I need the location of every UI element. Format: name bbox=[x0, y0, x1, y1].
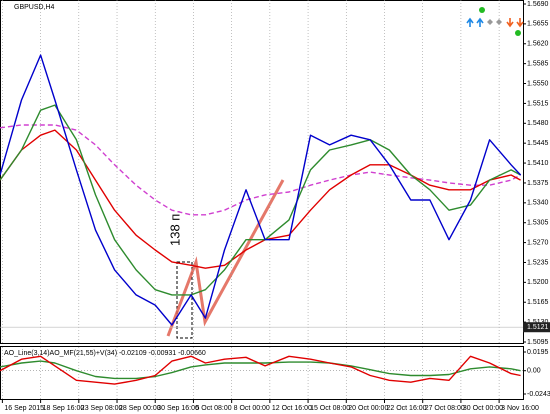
y-tick-label: 1.5095 bbox=[527, 339, 549, 346]
y-tick-label: 1.5375 bbox=[527, 180, 549, 187]
x-tick-label: 18 Sep 16:00 bbox=[43, 405, 85, 412]
y-tick-label: 1.5620 bbox=[527, 41, 549, 48]
series-line bbox=[0, 124, 521, 216]
status-dot bbox=[479, 7, 485, 13]
x-tick-label: 30 Oct 00:00 bbox=[463, 405, 503, 412]
x-tick-label: 5 Oct 08:00 bbox=[195, 405, 231, 412]
annotation: 138 п. bbox=[167, 210, 182, 246]
y-tick-label: -0.0243 bbox=[527, 391, 550, 398]
y-tick-label: 1.5515 bbox=[527, 100, 549, 107]
x-tick-label: 12 Oct 16:00 bbox=[272, 405, 312, 412]
arrow-down bbox=[506, 18, 514, 28]
y-tick-label: 0.0195 bbox=[527, 349, 549, 356]
x-tick-label: 28 Sep 00:00 bbox=[119, 405, 161, 412]
range-box bbox=[176, 261, 193, 339]
x-tick-label: 8 Oct 00:00 bbox=[234, 405, 270, 412]
chart-title: GBPUSD,H4 bbox=[14, 4, 55, 11]
y-tick-label: 1.5410 bbox=[527, 160, 549, 167]
y-tick-label: 1.5165 bbox=[527, 299, 549, 306]
x-tick-label: 30 Sep 16:00 bbox=[157, 405, 199, 412]
y-tick-label: 1.5480 bbox=[527, 120, 549, 127]
y-tick-label: 1.5585 bbox=[527, 60, 549, 67]
series-line bbox=[0, 129, 521, 269]
y-tick-label: 1.5270 bbox=[527, 239, 549, 246]
last-price-box bbox=[523, 322, 550, 333]
series-line bbox=[0, 355, 521, 385]
y-tick-label: 1.5550 bbox=[527, 80, 549, 87]
last-price-label: 1.5121 bbox=[527, 324, 549, 331]
x-tick-label: 22 Oct 16:00 bbox=[386, 405, 426, 412]
arrow-up bbox=[466, 17, 474, 27]
series-line bbox=[0, 360, 521, 380]
y-tick-label: 1.5235 bbox=[527, 259, 549, 266]
status-dot bbox=[515, 30, 521, 36]
y-tick-label: 0.00 bbox=[527, 368, 541, 375]
y-tick-label: 1.5690 bbox=[527, 1, 549, 8]
diamond bbox=[487, 19, 493, 25]
x-tick-label: 15 Oct 08:00 bbox=[310, 405, 350, 412]
x-tick-label: 3 Nov 16:00 bbox=[501, 405, 539, 412]
series-line bbox=[0, 104, 521, 296]
arrow-up bbox=[476, 17, 484, 27]
x-tick-label: 23 Sep 08:00 bbox=[81, 405, 123, 412]
x-tick-label: 16 Sep 2015 bbox=[4, 405, 44, 412]
y-tick-label: 1.5340 bbox=[527, 200, 549, 207]
y-tick-label: 1.5445 bbox=[527, 140, 549, 147]
y-tick-label: 1.5655 bbox=[527, 21, 549, 28]
indicator-title: AO_Line(3,14)AO_MF(21,55)+V(34) -0.02109… bbox=[4, 350, 206, 357]
arrow-down bbox=[516, 18, 524, 28]
series-line bbox=[0, 54, 522, 326]
indicator-frame bbox=[0, 346, 524, 400]
x-tick-label: 27 Oct 08:00 bbox=[425, 405, 465, 412]
y-tick-label: 1.5305 bbox=[527, 220, 549, 227]
x-tick-label: 20 Oct 00:00 bbox=[348, 405, 388, 412]
y-tick-label: 1.5200 bbox=[527, 279, 549, 286]
